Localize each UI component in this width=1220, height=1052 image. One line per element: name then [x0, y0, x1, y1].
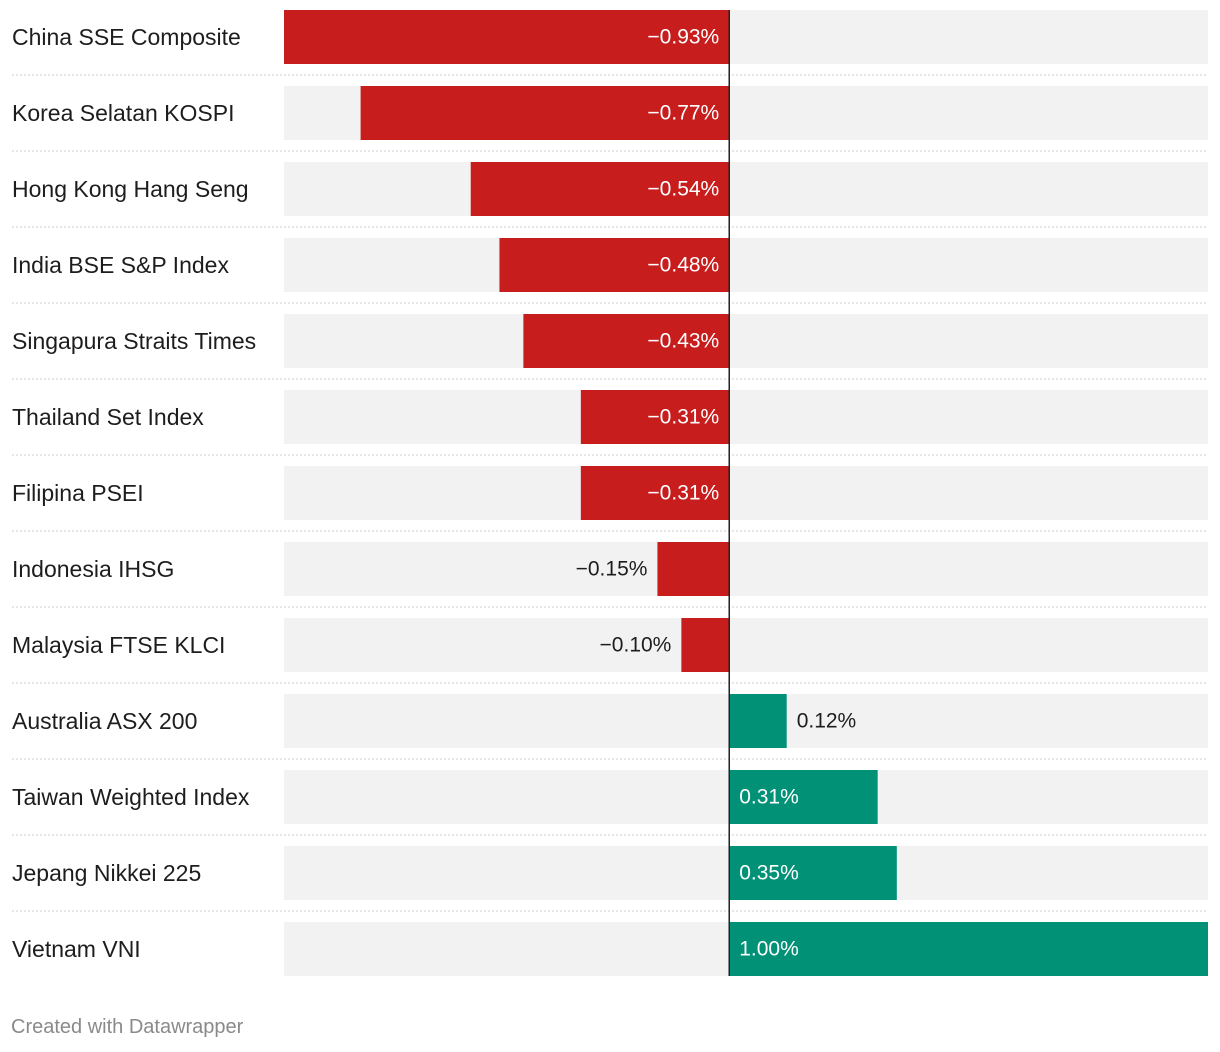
bar-track — [284, 314, 1208, 368]
bar — [729, 694, 787, 748]
value-label: −0.31% — [647, 406, 719, 429]
category-label: Australia ASX 200 — [12, 708, 197, 734]
bar — [657, 542, 730, 596]
category-label: Indonesia IHSG — [12, 556, 174, 582]
bar — [729, 922, 1208, 976]
bar — [284, 10, 730, 64]
bar-track — [284, 390, 1208, 444]
bar — [580, 466, 730, 520]
value-label: 1.00% — [739, 938, 799, 961]
bar-track — [284, 466, 1208, 520]
bar — [729, 846, 897, 900]
value-label: −0.48% — [647, 254, 719, 277]
bar — [681, 618, 730, 672]
category-label: Singapura Straits Times — [12, 328, 256, 354]
datawrapper-credit[interactable]: Created with Datawrapper — [11, 1016, 244, 1038]
bar-track — [284, 238, 1208, 292]
bar — [499, 238, 730, 292]
category-label: Korea Selatan KOSPI — [12, 100, 234, 126]
bar — [470, 162, 730, 216]
value-label: −0.15% — [576, 558, 648, 581]
value-label: −0.10% — [600, 634, 672, 657]
category-label: Jepang Nikkei 225 — [12, 860, 201, 886]
value-label: −0.54% — [647, 178, 719, 201]
category-label: Thailand Set Index — [12, 404, 204, 430]
value-label: −0.31% — [647, 482, 719, 505]
bar — [729, 770, 878, 824]
category-label: Taiwan Weighted Index — [12, 784, 250, 810]
bar-track — [284, 618, 1208, 672]
bar — [360, 86, 730, 140]
bar-track — [284, 162, 1208, 216]
bar — [523, 314, 730, 368]
category-label: Hong Kong Hang Seng — [12, 176, 249, 202]
category-label: Vietnam VNI — [12, 936, 141, 962]
bar-track — [284, 542, 1208, 596]
value-label: −0.77% — [647, 102, 719, 125]
category-label: Filipina PSEI — [12, 480, 144, 506]
category-label: Malaysia FTSE KLCI — [12, 632, 225, 658]
value-label: −0.43% — [647, 330, 719, 353]
category-label: India BSE S&P Index — [12, 252, 229, 278]
bar — [580, 390, 730, 444]
category-label: China SSE Composite — [12, 24, 241, 50]
bar-chart: China SSE Composite −0.93% Korea Selatan K… — [12, 10, 1208, 976]
value-label: −0.93% — [647, 26, 719, 49]
value-label: 0.35% — [739, 862, 799, 885]
value-label: 0.12% — [797, 710, 857, 733]
value-label: 0.31% — [739, 786, 799, 809]
